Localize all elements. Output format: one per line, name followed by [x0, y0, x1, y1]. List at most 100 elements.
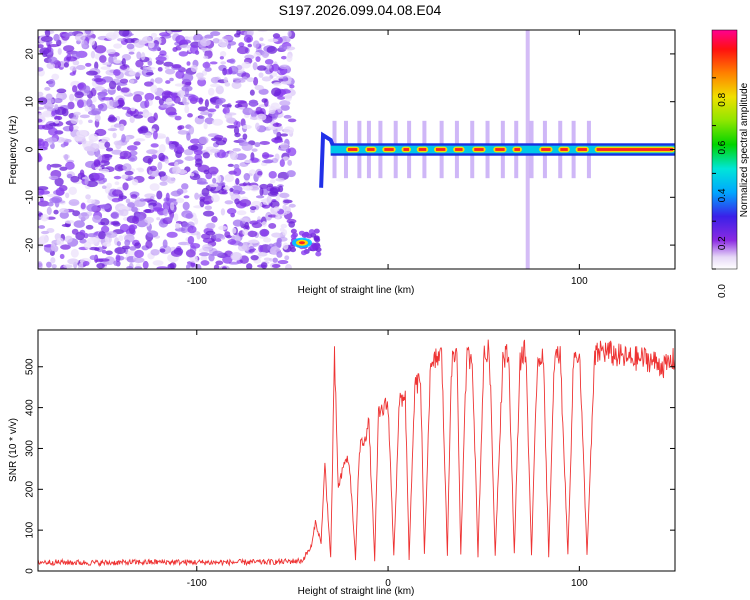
noise-blob	[269, 179, 276, 184]
noise-blob	[38, 67, 44, 72]
noise-blob	[78, 212, 90, 221]
noise-blob	[116, 241, 122, 247]
noise-blob	[262, 204, 271, 209]
noise-blob	[69, 93, 75, 102]
noise-blob	[158, 152, 165, 161]
noise-blob	[72, 85, 78, 93]
noise-blob	[169, 77, 174, 82]
noise-blob	[45, 93, 53, 101]
noise-blob	[68, 124, 74, 132]
noise-blob	[200, 38, 211, 47]
noise-blob	[184, 156, 195, 161]
noise-blob	[117, 97, 125, 106]
noise-blob	[248, 109, 253, 114]
noise-blob	[215, 98, 223, 106]
noise-blob	[198, 97, 204, 105]
noise-blob	[71, 228, 79, 235]
carrier-segment-core	[596, 148, 673, 151]
noise-blob	[243, 173, 251, 181]
noise-blob	[144, 132, 152, 139]
noise-blob	[183, 149, 194, 156]
noise-blob	[86, 98, 93, 108]
noise-blob	[187, 225, 197, 234]
noise-blob	[133, 141, 141, 146]
noise-blob	[113, 69, 121, 76]
noise-blob	[46, 216, 56, 220]
noise-blob	[133, 114, 144, 119]
noise-blob	[38, 97, 48, 105]
noise-blob	[142, 260, 149, 269]
noise-blob	[64, 219, 75, 224]
noise-blob	[268, 170, 277, 179]
noise-blob	[207, 166, 219, 175]
noise-blob	[134, 266, 143, 269]
noise-blob	[97, 258, 110, 262]
noise-blob	[47, 193, 57, 198]
noise-blob	[113, 43, 123, 49]
noise-blob	[242, 133, 248, 140]
carrier-onset	[319, 131, 337, 188]
spectrogram-ytick-label: 0	[25, 146, 36, 152]
noise-blob	[70, 248, 79, 258]
noise-blob	[189, 259, 199, 263]
noise-blob	[60, 244, 71, 250]
noise-blob	[151, 154, 158, 160]
noise-blob	[106, 49, 116, 55]
noise-blob	[185, 81, 192, 86]
noise-blob	[186, 132, 191, 141]
noise-blob	[153, 112, 158, 121]
noise-blob	[238, 42, 245, 48]
noise-blob	[238, 183, 248, 187]
noise-blob	[105, 147, 114, 152]
noise-blob	[198, 252, 210, 257]
noise-blob	[155, 56, 167, 62]
noise-blob	[175, 70, 185, 79]
noise-blob	[279, 192, 290, 199]
noise-blob	[126, 145, 138, 151]
noise-blob	[53, 97, 63, 104]
noise-blob	[67, 258, 79, 265]
noise-blob	[144, 208, 152, 213]
carrier-segment-core	[403, 148, 410, 151]
noise-blob	[149, 205, 154, 209]
noise-blob	[120, 87, 130, 93]
noise-blob	[219, 56, 224, 60]
noise-blob	[124, 170, 134, 176]
noise-blob	[242, 228, 249, 236]
carrier-segment-core	[367, 148, 375, 151]
noise-blob	[114, 181, 120, 186]
noise-blob	[40, 35, 53, 42]
noise-blob	[79, 229, 86, 236]
noise-blob	[279, 100, 291, 107]
noise-blob	[65, 161, 75, 170]
noise-blob	[206, 222, 216, 229]
noise-blob	[107, 116, 118, 123]
noise-blob	[227, 43, 232, 50]
noise-blob	[164, 158, 169, 164]
noise-blob	[158, 143, 166, 153]
noise-blob	[241, 61, 251, 69]
noise-blob	[247, 239, 259, 244]
noise-blob	[215, 104, 220, 109]
noise-blob	[270, 102, 280, 111]
noise-blob	[96, 262, 105, 269]
noise-blob	[63, 45, 75, 52]
noise-blob	[146, 230, 159, 238]
noise-blob	[73, 220, 85, 228]
noise-blob	[94, 128, 107, 137]
noise-blob	[234, 132, 241, 138]
noise-blob	[38, 200, 50, 207]
noise-blob	[194, 192, 200, 200]
noise-blob	[145, 71, 154, 76]
noise-blob	[241, 76, 248, 81]
noise-blob	[190, 242, 201, 249]
noise-blob	[78, 119, 83, 125]
noise-blob	[121, 58, 126, 66]
noise-blob	[156, 266, 169, 269]
colorbar: 0.0 0.2 0.4 0.6 0.8 Normalized spectral ampl…	[711, 29, 750, 298]
noise-blob	[282, 242, 289, 250]
noise-blob	[144, 216, 155, 224]
noise-blob	[261, 188, 269, 196]
noise-blob	[162, 201, 171, 211]
track-blob	[290, 228, 297, 234]
